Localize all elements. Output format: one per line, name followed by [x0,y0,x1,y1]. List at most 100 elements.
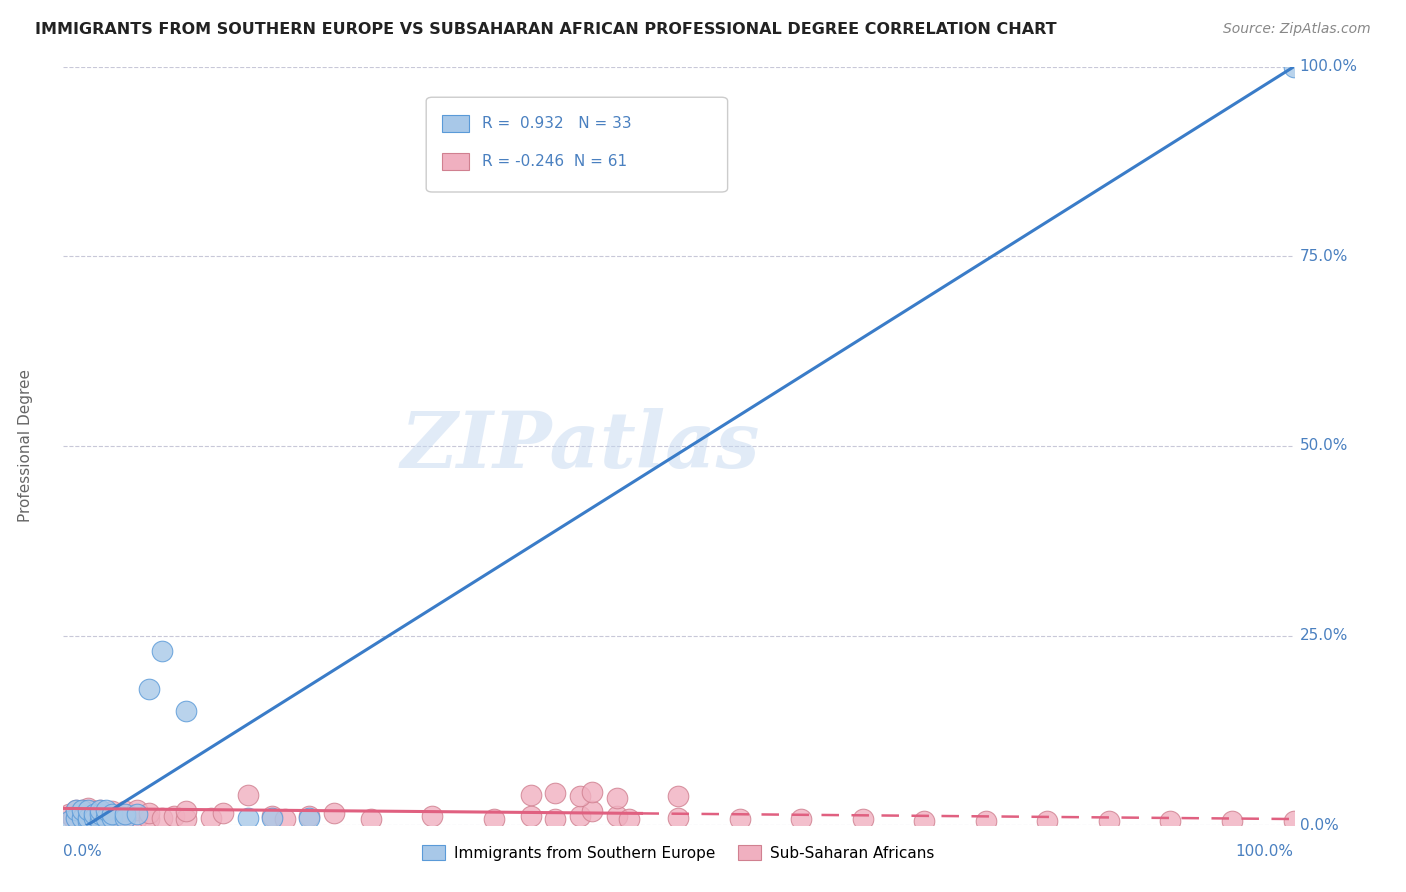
Point [114,806,136,821]
Point [65,811,87,825]
Point [114,811,136,825]
Point [666,811,689,825]
Point [150,811,173,825]
Point [76,812,98,826]
Point [852,812,875,826]
Point [1160,814,1182,828]
Text: 100.0%: 100.0% [1236,844,1294,859]
Point [89,803,111,817]
Point [67,806,90,821]
Point [107,809,129,823]
Point [790,812,813,826]
Point [101,806,124,821]
Text: Professional Degree: Professional Degree [17,369,32,523]
Point [666,789,689,804]
Point [96,811,118,825]
Point [101,805,124,819]
Point [89,803,111,817]
Point [65,803,87,817]
Point [65,803,87,817]
Point [96,809,118,823]
Point [70,803,93,817]
Point [728,812,751,826]
Point [174,805,197,819]
Point [83,805,105,819]
Point [273,812,295,826]
Point [581,805,603,819]
Point [96,803,118,817]
Point [62,811,84,825]
Point [262,809,284,823]
Point [360,812,382,826]
Legend: Immigrants from Southern Europe, Sub-Saharan Africans: Immigrants from Southern Europe, Sub-Sah… [416,838,941,867]
Point [323,805,346,820]
Point [70,811,93,825]
Point [127,803,148,817]
Point [236,788,259,802]
Point [83,806,105,821]
Point [482,812,505,826]
Point [76,806,98,821]
Point [163,809,186,823]
Point [70,811,93,825]
Point [914,814,936,828]
Point [101,811,124,825]
Point [212,805,235,820]
Point [127,806,148,821]
Point [58,814,80,829]
Point [138,812,160,826]
Point [83,811,105,825]
Text: R =  0.932   N = 33: R = 0.932 N = 33 [481,116,631,131]
Point [974,814,997,828]
Point [422,809,444,823]
Text: 0.0%: 0.0% [63,844,103,859]
Point [1220,814,1243,829]
Text: R = -0.246  N = 61: R = -0.246 N = 61 [481,154,627,169]
Point [1036,814,1059,828]
Text: IMMIGRANTS FROM SOUTHERN EUROPE VS SUBSAHARAN AFRICAN PROFESSIONAL DEGREE CORREL: IMMIGRANTS FROM SOUTHERN EUROPE VS SUBSA… [35,22,1057,37]
Point [544,812,567,826]
Point [65,811,87,825]
Point [58,806,80,821]
Point [127,811,148,825]
Point [114,811,136,825]
Point [101,812,124,826]
Point [568,809,591,823]
Point [262,811,284,825]
Point [568,789,591,804]
Point [520,788,543,802]
Point [76,803,98,817]
Point [114,805,136,819]
Point [76,801,98,815]
Point [89,814,111,829]
Point [581,785,603,799]
Point [138,681,160,696]
Point [619,812,641,826]
Point [150,644,173,658]
Point [236,811,259,825]
Point [544,786,567,800]
Point [83,811,105,825]
Text: 75.0%: 75.0% [1299,249,1348,264]
Text: 0.0%: 0.0% [1299,818,1339,832]
Point [76,814,98,829]
Point [298,811,321,825]
Point [1282,60,1305,74]
Point [89,812,111,826]
Point [606,790,628,805]
Text: 100.0%: 100.0% [1299,60,1358,74]
Point [70,803,93,817]
Point [298,809,321,823]
Point [138,805,160,820]
Point [174,705,197,719]
Bar [441,115,470,132]
Point [200,811,222,825]
Point [1282,814,1305,829]
Bar [441,153,470,170]
Point [174,812,197,826]
Point [520,809,543,823]
FancyBboxPatch shape [426,97,728,192]
Point [1098,814,1121,828]
Text: Source: ZipAtlas.com: Source: ZipAtlas.com [1223,22,1371,37]
Point [89,806,111,821]
